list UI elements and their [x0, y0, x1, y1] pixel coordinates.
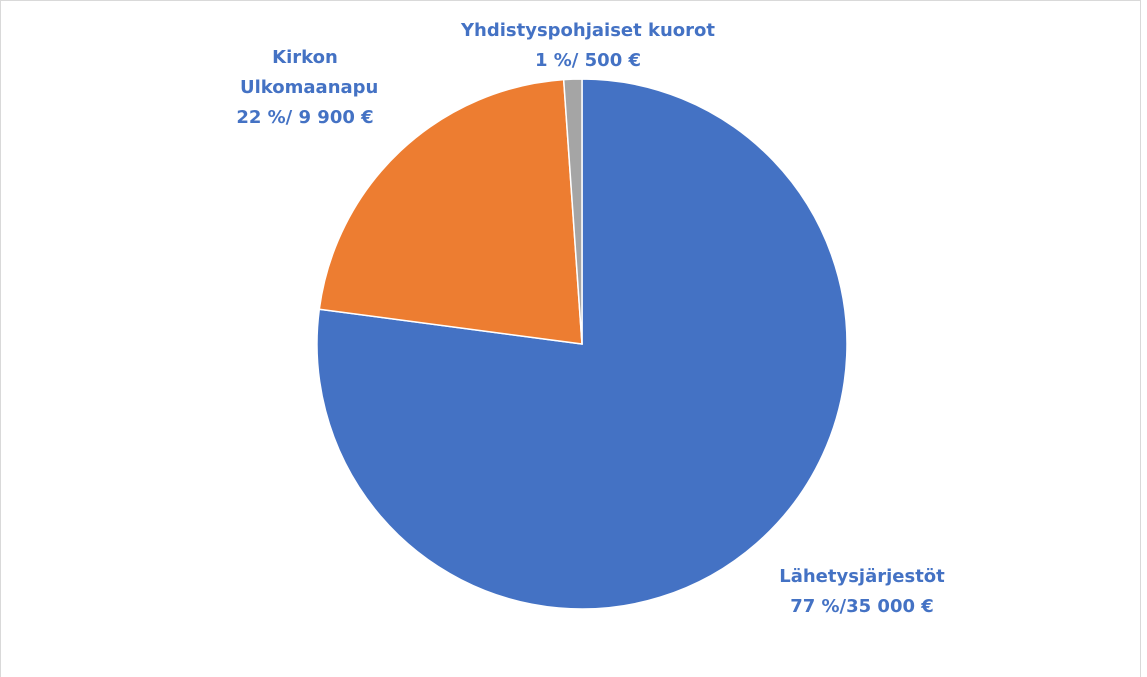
- value-label: 22 %/ 9 900 €: [236, 107, 374, 128]
- value-label: 77 %/35 000 €: [790, 596, 934, 617]
- slice-label: Kirkon Ulkomaanapu: [240, 47, 379, 98]
- slice-label: Lähetysjärjestöt: [779, 566, 945, 587]
- value-label: 1 %/ 500 €: [534, 50, 642, 71]
- pie-slice: [562, 78, 583, 345]
- slice-label: Yhdistyspohjaiset kuorot: [460, 20, 716, 41]
- pie-slice: [318, 78, 583, 345]
